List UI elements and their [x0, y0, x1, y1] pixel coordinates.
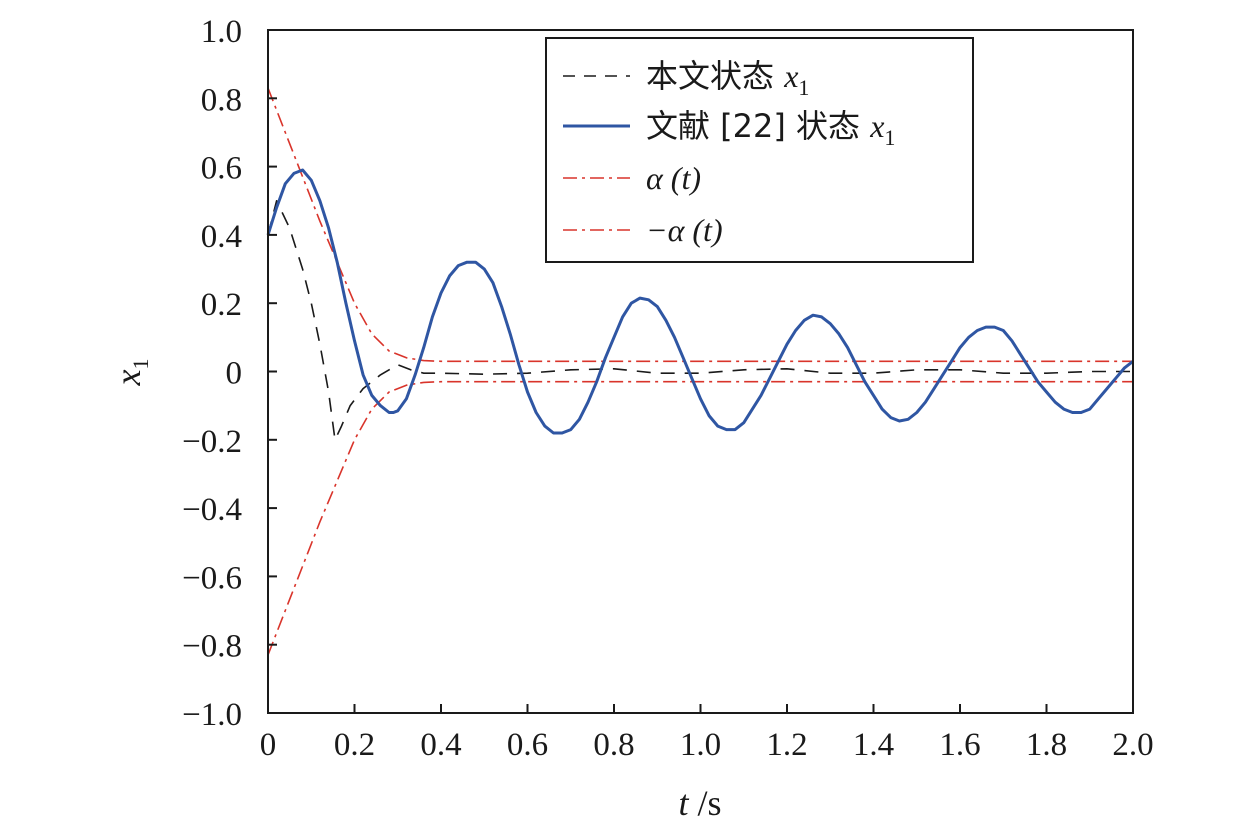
y-axis-title: x1: [108, 359, 153, 387]
legend-label-series-4: −α (t): [646, 212, 723, 248]
series-line-2: [266, 168, 1134, 435]
plot-lines: [266, 87, 1134, 656]
legend-label-series-1: 本文状态 x1: [646, 57, 809, 100]
y-tick-label: −0.8: [182, 629, 242, 665]
legend: 本文状态 x1 文献 [22] 状态 x1 α (t) −α (t): [545, 37, 974, 263]
y-tick-label: 0.6: [201, 151, 242, 187]
x-tick-label: 2.0: [1112, 727, 1153, 763]
x-tick-label: 0.2: [334, 727, 375, 763]
x-tick-label: 1.4: [853, 727, 894, 763]
legend-label-series-2: 文献 [22] 状态 x1: [646, 107, 895, 150]
x-tick-label: 1.0: [680, 727, 721, 763]
x-tick-label: 1.8: [1026, 727, 1067, 763]
x-tick-label: 0.8: [593, 727, 634, 763]
y-tick-label: −0.6: [182, 560, 242, 596]
series-line-3: [267, 87, 1133, 363]
y-tick-label: −1.0: [182, 697, 242, 733]
y-tick-label: 1.0: [201, 14, 242, 50]
y-tick-label: 0: [226, 356, 243, 392]
legend-box: [545, 37, 974, 263]
series-line-1: [267, 200, 1133, 441]
x-tick-label: 0.6: [507, 727, 548, 763]
x-axis-title: t /s: [678, 783, 721, 823]
ticks: [267, 29, 1134, 714]
x-tick-label: 1.2: [766, 727, 807, 763]
legend-label-series-3: α (t): [646, 160, 701, 196]
y-tick-label: 0.4: [201, 219, 242, 255]
y-tick-label: 0.2: [201, 287, 242, 323]
x-tick-label: 1.6: [939, 727, 980, 763]
y-tick-label: −0.2: [182, 424, 242, 460]
x-tick-label: 0: [260, 727, 277, 763]
y-tick-label: −0.4: [182, 492, 242, 528]
tick-labels: 0 0.2 0.4 0.6 0.8 1.0 1.2 1.4 1.6 1.8 2.0 1.0 0.8 0.6…: [182, 14, 1154, 763]
series-line-4: [267, 380, 1133, 656]
x-tick-label: 0.4: [420, 727, 461, 763]
y-tick-label: 0.8: [201, 82, 242, 118]
